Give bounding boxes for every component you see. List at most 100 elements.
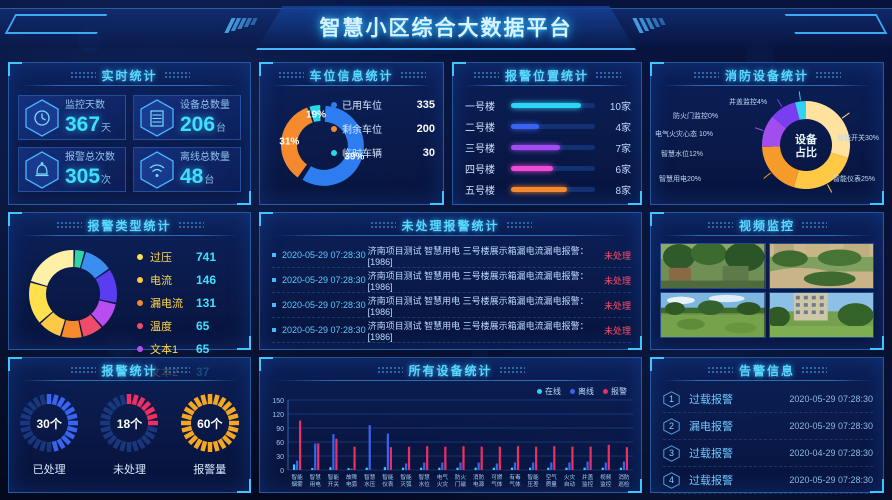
svg-text:气体: 气体	[509, 480, 521, 488]
svg-text:电弧: 电弧	[346, 480, 358, 488]
alarm-status: 未处理	[603, 325, 631, 336]
stat-card-total-devices[interactable]: 设备总数量 206台	[133, 95, 241, 140]
svg-text:120: 120	[272, 412, 284, 419]
video-tile-camera-4[interactable]	[768, 292, 874, 338]
stat-unit: 台	[216, 122, 227, 134]
panel-title-all-devices: 所有设备统计	[376, 362, 525, 379]
alarm-status: 未处理	[603, 250, 631, 261]
svg-text:火灾: 火灾	[564, 473, 576, 481]
clock-icon	[25, 98, 59, 137]
panel-title-parking: 车位信息统计	[277, 67, 426, 84]
svg-text:压差: 压差	[528, 480, 540, 488]
unprocessed-alarm-list[interactable]: 2020-05-29 07:28:30 济南项目测试 智慧用电 三号楼展示箱漏电…	[260, 239, 641, 343]
alarm-list-item[interactable]: 2020-05-29 07:28:30 济南项目测试 智慧用电 三号楼展示箱漏电…	[272, 293, 631, 318]
gauge-ring: 60个	[179, 392, 241, 454]
header-left-ornament	[4, 14, 108, 34]
svg-text:60: 60	[276, 440, 284, 447]
index-badge: 4	[663, 471, 680, 489]
svg-text:火灾: 火灾	[437, 480, 449, 488]
panel-parking-info: 车位信息统计 39% 31% 19% 已用车位 335 剩余车位 200 临时车辆 …	[259, 62, 444, 205]
gauge-value: 60个	[197, 416, 223, 431]
bar-label: 五号楼	[465, 186, 495, 197]
legend-item: 文本1 65	[137, 341, 216, 357]
legend-offline: 离线	[570, 386, 594, 397]
legend-label: 文本1	[150, 344, 179, 356]
alarm-status: 未处理	[603, 300, 631, 311]
svg-text:30: 30	[276, 454, 284, 461]
stat-label: 监控天数	[65, 99, 105, 111]
stat-card-monitor-days[interactable]: 监控天数 367天	[18, 95, 126, 140]
alarm-list-item[interactable]: 2020-05-29 07:28:30 济南项目测试 智慧用电 三号楼展示箱漏电…	[272, 318, 631, 343]
alarm-info-item[interactable]: 2 漏电报警 2020-05-29 07:28:30	[663, 413, 873, 440]
panel-title-unprocessed: 未处理报警统计	[369, 217, 532, 234]
svg-text:39%: 39%	[344, 151, 364, 162]
legend-label: 温度	[150, 321, 172, 333]
bullet-icon	[272, 303, 276, 307]
legend-label: 过压	[150, 252, 172, 264]
fire-equipment-pie-chart	[754, 91, 850, 193]
svg-text:气体: 气体	[491, 480, 503, 488]
svg-text:可燃: 可燃	[491, 473, 503, 481]
alarm-info-list[interactable]: 1 过载报警 2020-05-29 07:28:30 2 漏电报警 2020-0…	[651, 384, 883, 494]
panel-title-alarm-info: 告警信息	[706, 362, 828, 379]
alarm-list-item[interactable]: 2020-05-29 07:28:30 济南项目测试 智慧用电 三号楼展示箱漏电…	[272, 243, 631, 268]
svg-text:监控: 监控	[600, 480, 612, 488]
stat-card-offline-devices[interactable]: 离线总数量 48台	[133, 147, 241, 192]
video-tile-camera-2[interactable]	[768, 243, 874, 289]
pie-label-manhole: 井盖监控4%	[729, 99, 768, 106]
panel-title-video: 视频监控	[706, 217, 828, 234]
svg-text:150: 150	[272, 398, 284, 405]
gauge-1: 18个 未处理	[98, 392, 160, 477]
header-right-ornament	[784, 14, 888, 34]
video-tile-camera-3[interactable]	[660, 292, 766, 338]
bar-value: 7家	[615, 144, 631, 155]
alarm-list-item[interactable]: 2020-05-29 07:28:30 济南项目测试 智慧用电 三号楼展示箱漏电…	[272, 268, 631, 293]
svg-text:烟雾: 烟雾	[291, 480, 303, 488]
svg-text:有毒: 有毒	[509, 473, 521, 481]
svg-text:智能: 智能	[328, 473, 340, 481]
alarm-time: 2020-05-29 07:28:30	[789, 475, 873, 485]
devices-chart-legend: 在线 离线 报警	[537, 386, 627, 397]
pie-center-line1: 设备	[795, 134, 817, 146]
bar-label: 二号楼	[465, 123, 495, 134]
svg-text:智慧: 智慧	[364, 473, 376, 481]
svg-text:消防: 消防	[618, 473, 630, 481]
pie-label-water-level: 智慧水位12%	[661, 151, 704, 158]
header-slashes-right	[632, 18, 666, 34]
gauge-ring: 18个	[98, 392, 160, 454]
panel-realtime-stats: 实时统计 监控天数 367天	[8, 62, 251, 205]
panel-title-fire-equipment: 消防设备统计	[692, 67, 842, 84]
panel-video-monitor: 视频监控	[650, 212, 884, 350]
bar-row: 四号楼 6家	[465, 158, 631, 179]
svg-text:电气: 电气	[437, 473, 449, 481]
panel-fire-equipment: 消防设备统计 设备 占比 智能开关30% 智能仪表25% 智慧用电20% 智慧水…	[650, 62, 884, 205]
bar-track	[511, 166, 595, 171]
svg-text:0: 0	[280, 468, 284, 475]
alarm-date: 2020-05-29 07:28:30	[282, 275, 366, 285]
gauge-value: 30个	[36, 416, 62, 431]
svg-text:智能: 智能	[382, 473, 394, 481]
bullet-icon	[272, 253, 276, 257]
alarm-gauge-row: 30个 已处理 18个 未处理 60个 报警量	[9, 384, 250, 488]
legend-value: 741	[196, 250, 217, 264]
stat-value: 367	[65, 112, 101, 136]
svg-text:视频: 视频	[600, 473, 612, 481]
alarm-info-item[interactable]: 3 过载报警 2020-04-29 07:28:30	[663, 440, 873, 467]
video-tile-camera-1[interactable]	[660, 243, 766, 289]
alarm-name: 过载报警	[689, 394, 733, 406]
alarm-date: 2020-05-29 07:28:30	[282, 300, 366, 310]
alarm-info-item[interactable]: 1 过载报警 2020-05-29 07:28:30	[663, 386, 873, 413]
panel-alarm-location: 报警位置统计 一号楼 10家 二号楼 4家 三号楼 7家 四号楼 6家 五号楼 8家	[452, 62, 642, 205]
stat-card-alarm-count[interactable]: 报警总次数 305次	[18, 147, 126, 192]
alarm-info-item[interactable]: 4 过载报警 2020-05-29 07:28:30	[663, 467, 873, 494]
alarm-name: 过载报警	[689, 475, 733, 487]
panel-alarm-type: 报警类型统计 过压 741 电流 146 漏电流 131 温度 65 文本1 6…	[8, 212, 251, 379]
svg-text:智能: 智能	[400, 473, 412, 481]
wifi-icon	[140, 150, 174, 189]
devices-bar-chart: 0306090120150智能烟雾智慧用电智能开关故障电弧智慧水压智能仪表智能灭…	[272, 398, 633, 488]
gauge-label: 报警量	[193, 464, 227, 476]
index-badge: 1	[663, 390, 680, 408]
svg-text:19%: 19%	[306, 109, 326, 120]
bar-track	[511, 187, 595, 192]
bar-label: 四号楼	[465, 165, 495, 176]
